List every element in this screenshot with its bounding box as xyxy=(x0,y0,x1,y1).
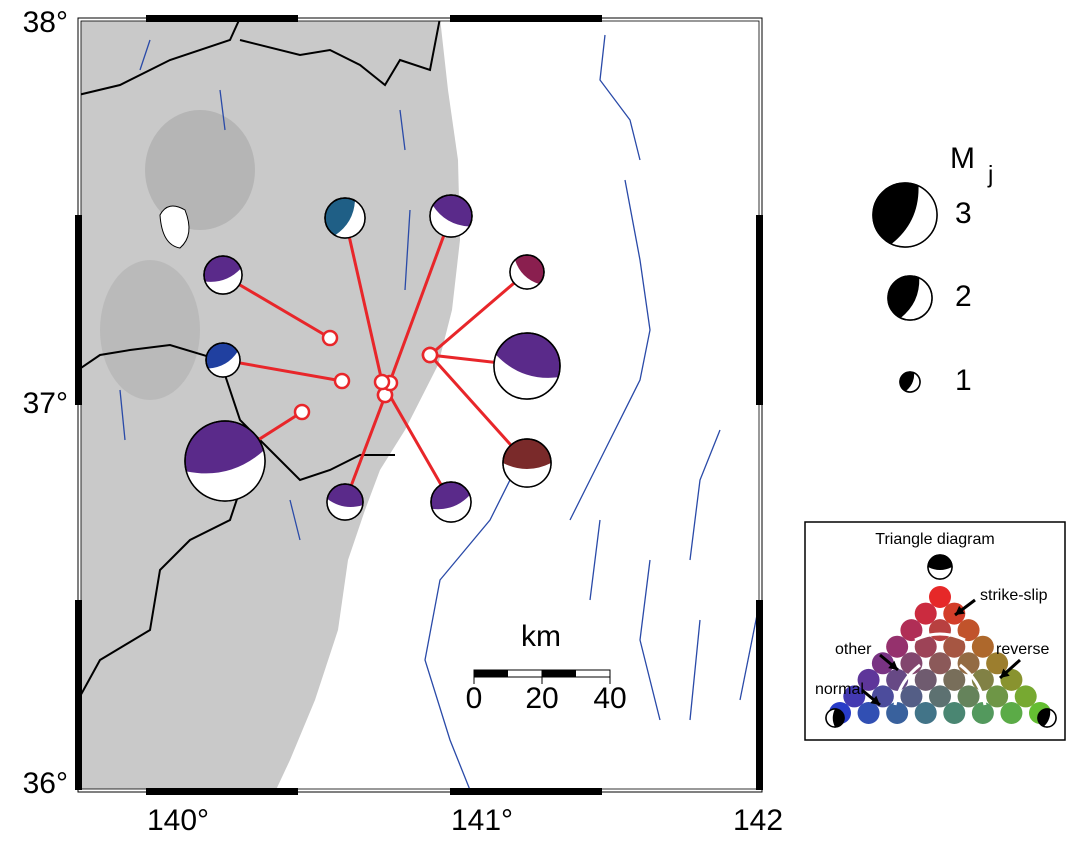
legend-label: 3 xyxy=(955,197,972,230)
triangle-cell xyxy=(872,685,894,707)
triangle-label: normal xyxy=(815,681,864,698)
triangle-cell xyxy=(958,685,980,707)
epicenter xyxy=(323,331,337,345)
lat-label: 37° xyxy=(23,387,68,420)
lat-label: 38° xyxy=(23,6,68,39)
lon-label: 140° xyxy=(147,804,209,837)
triangle-cell xyxy=(886,702,908,724)
triangle-cell xyxy=(972,636,994,658)
relief xyxy=(100,260,200,400)
legend-subscript: j xyxy=(987,161,993,188)
triangle-cell xyxy=(1015,685,1037,707)
triangle-label: reverse xyxy=(996,641,1049,658)
triangle-cell xyxy=(943,702,965,724)
triangle-cell xyxy=(915,702,937,724)
triangle-cell xyxy=(943,669,965,691)
triangle-cell xyxy=(886,636,908,658)
lat-label: 36° xyxy=(23,767,68,800)
epicenter xyxy=(295,405,309,419)
triangle-title: Triangle diagram xyxy=(875,531,994,548)
triangle-cell xyxy=(929,586,951,608)
triangle-diagram: Triangle diagram strike-slip other reverse… xyxy=(805,522,1065,740)
lon-label: 141° xyxy=(451,804,513,837)
triangle-cell xyxy=(929,652,951,674)
triangle-cell xyxy=(915,603,937,625)
triangle-cell xyxy=(929,619,951,641)
scale-label: 20 xyxy=(525,682,558,715)
triangle-cell xyxy=(986,685,1008,707)
scale-unit: km xyxy=(521,620,561,653)
triangle-cell xyxy=(900,685,922,707)
legend-label: 2 xyxy=(955,280,972,313)
lon-label: 142 xyxy=(733,804,783,837)
triangle-cell xyxy=(929,685,951,707)
triangle-cell xyxy=(1000,702,1022,724)
triangle-label: strike-slip xyxy=(980,587,1048,604)
scale-label: 0 xyxy=(466,682,483,715)
map-area xyxy=(78,18,762,792)
scale-label: 40 xyxy=(593,682,626,715)
legend-label: 1 xyxy=(955,364,972,397)
legend-symbol: M xyxy=(950,142,975,175)
map-figure: 38° 37° 36° 140° 141° 142 km 0 20 40 M j… xyxy=(0,0,1080,840)
epicenter xyxy=(335,374,349,388)
epicenter xyxy=(423,348,437,362)
epicenter xyxy=(375,375,389,389)
triangle-cell xyxy=(915,669,937,691)
triangle-cell xyxy=(858,702,880,724)
magnitude-legend: M j 3 2 1 xyxy=(873,142,993,397)
triangle-label: other xyxy=(835,641,872,658)
triangle-cell xyxy=(972,702,994,724)
